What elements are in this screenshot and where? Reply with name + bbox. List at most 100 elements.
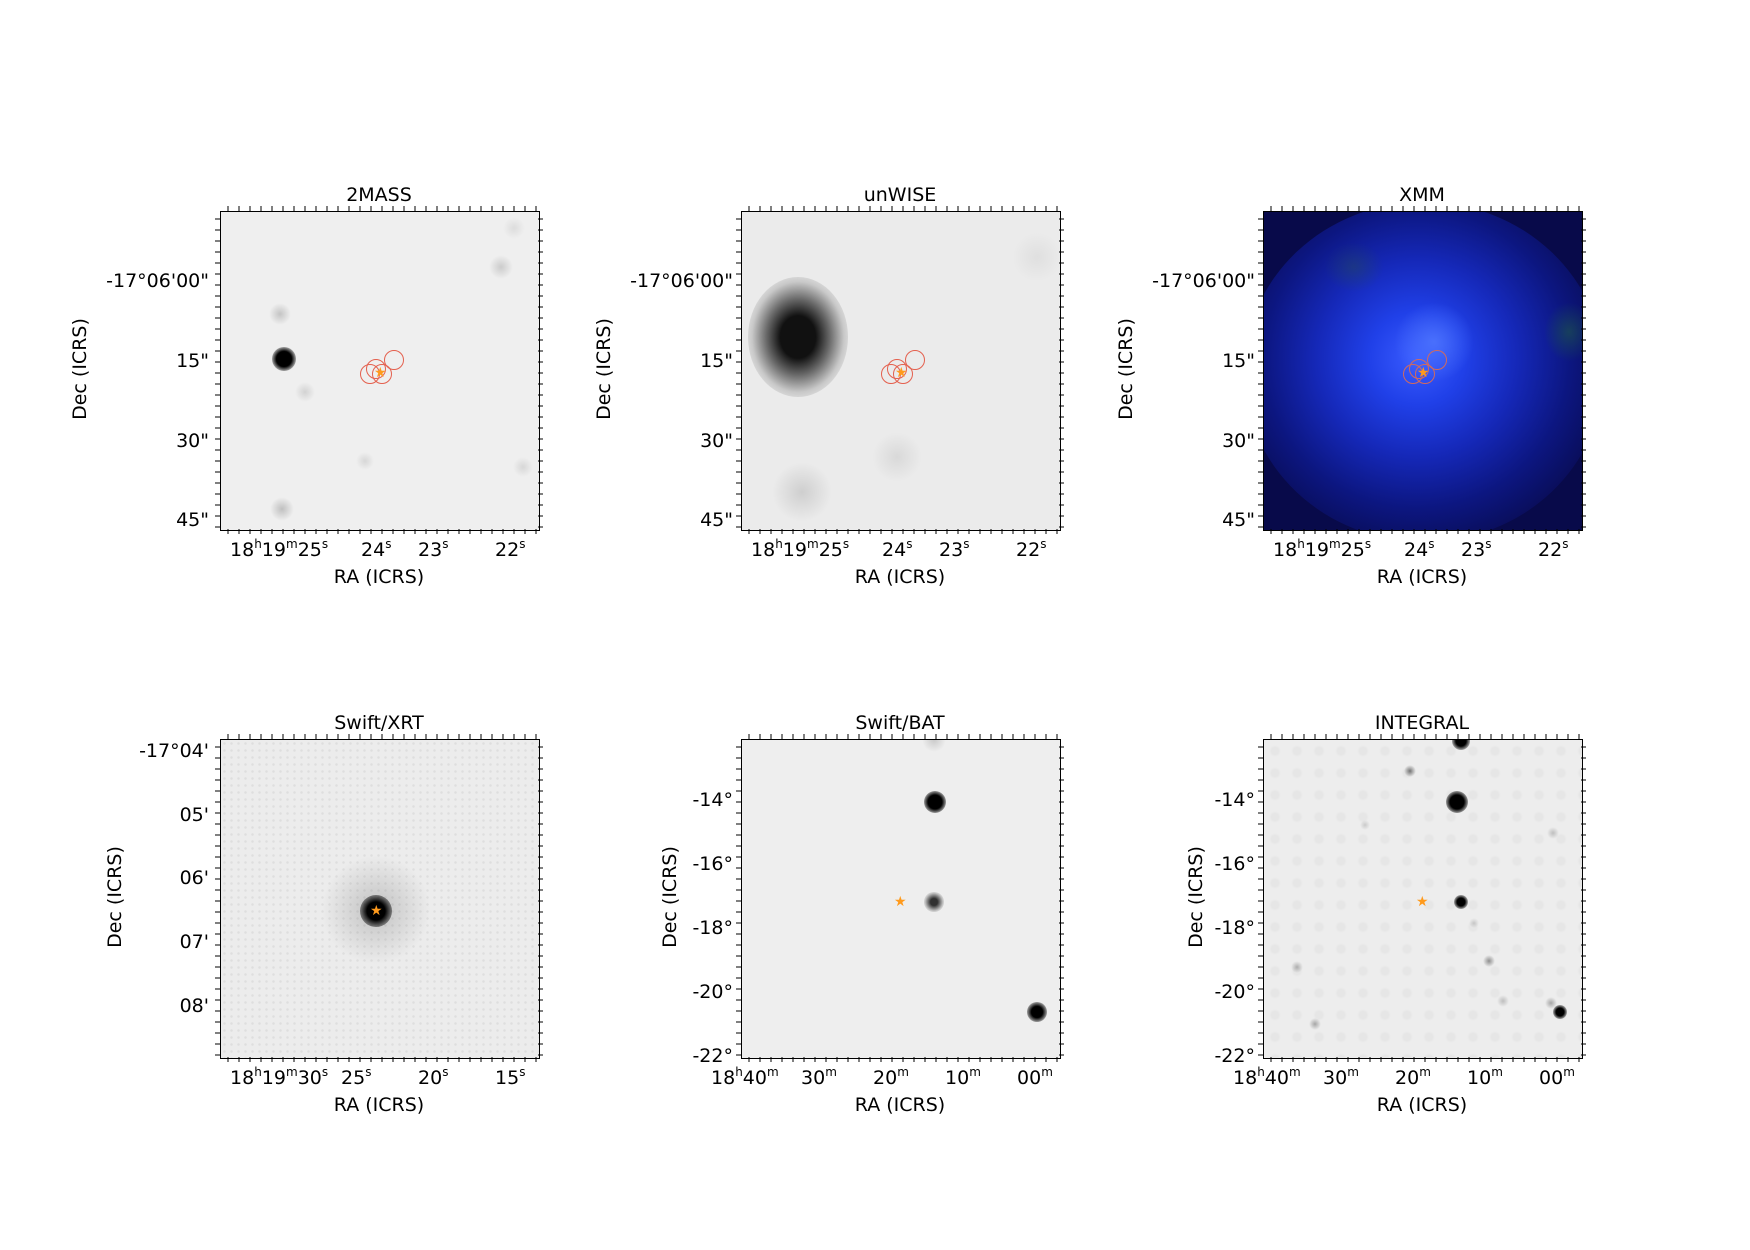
y-tick-label: 15" — [1222, 350, 1255, 372]
bright-source — [272, 347, 296, 371]
image-frame: ★ — [1263, 739, 1583, 1059]
y-tick-label: 15" — [700, 350, 733, 372]
y-tick-label: -22° — [1214, 1045, 1255, 1067]
x-axis-label: RA (ICRS) — [333, 1094, 425, 1116]
sky-image: ★ — [221, 740, 539, 1058]
position-circle — [905, 350, 925, 370]
y-axis-label: Dec (ICRS) — [104, 846, 126, 948]
source — [1553, 1005, 1567, 1019]
position-circle — [1427, 350, 1447, 370]
y-axis-label: Dec (ICRS) — [69, 318, 91, 420]
image-frame: ★ — [741, 739, 1061, 1059]
x-tick-label: 22s — [1538, 537, 1569, 561]
faint-source — [872, 432, 922, 482]
source — [1454, 895, 1468, 909]
y-tick-label: -20° — [692, 981, 733, 1003]
x-tick-label: 24s — [361, 537, 392, 561]
x-tick-label: 18h19m25s — [230, 537, 329, 561]
position-circle — [360, 364, 380, 384]
faint-source — [1012, 232, 1060, 282]
y-tick-label: 15" — [176, 350, 209, 372]
target-star-icon: ★ — [370, 903, 383, 919]
y-tick-label: -16° — [692, 853, 733, 875]
x-axis-label: RA (ICRS) — [1376, 1094, 1468, 1116]
target-star-icon: ★ — [374, 365, 387, 381]
x-tick-label: 10m — [945, 1065, 981, 1089]
x-tick-label: 30m — [801, 1065, 837, 1089]
y-tick-label: 07' — [179, 931, 209, 953]
target-star-icon: ★ — [1417, 365, 1430, 381]
faint-source — [1545, 997, 1557, 1009]
faint-source — [513, 457, 533, 477]
sky-image: ★ — [1264, 212, 1582, 530]
source — [924, 892, 944, 912]
bright-source — [924, 791, 946, 813]
y-axis-label: Dec (ICRS) — [659, 846, 681, 948]
sky-image: ★ — [742, 740, 1060, 1058]
y-tick-label: 45" — [1222, 509, 1255, 531]
x-tick-label: 23s — [939, 537, 970, 561]
y-axis-label: Dec (ICRS) — [1115, 318, 1137, 420]
y-tick-label: 05' — [179, 804, 209, 826]
panel-title: Swift/XRT — [334, 712, 424, 734]
x-tick-label: 18h19m25s — [1273, 537, 1372, 561]
y-tick-label: -17°06'00" — [106, 270, 209, 292]
source — [1452, 740, 1470, 750]
x-tick-label: 00m — [1017, 1065, 1053, 1089]
y-tick-label: -16° — [1214, 853, 1255, 875]
y-tick-label: -18° — [692, 917, 733, 939]
x-tick-label: 24s — [882, 537, 913, 561]
panel-title: INTEGRAL — [1374, 712, 1470, 734]
y-tick-label: -17°06'00" — [630, 270, 733, 292]
faint-source — [356, 452, 374, 470]
y-tick-label: -22° — [692, 1045, 733, 1067]
faint-source — [503, 217, 525, 239]
y-tick-label: 30" — [176, 430, 209, 452]
y-tick-label: 08' — [179, 995, 209, 1017]
bright-source — [360, 895, 392, 927]
panel-title: 2MASS — [346, 184, 412, 206]
x-tick-label: 23s — [418, 537, 449, 561]
faint-source — [1469, 918, 1479, 928]
x-tick-label: 20m — [1395, 1065, 1431, 1089]
x-axis-label: RA (ICRS) — [1376, 566, 1468, 588]
target-star-icon: ★ — [1416, 894, 1429, 910]
source — [1027, 1002, 1047, 1022]
panel-title: XMM — [1399, 184, 1445, 206]
faint-source — [489, 255, 513, 279]
green-patch — [1324, 242, 1384, 292]
y-tick-label: 06' — [179, 867, 209, 889]
y-tick-label: -17°06'00" — [1152, 270, 1255, 292]
bright-source — [1446, 791, 1468, 813]
position-circle — [881, 364, 901, 384]
y-tick-label: 30" — [1222, 430, 1255, 452]
faint-source — [772, 462, 832, 522]
x-tick-label: 30m — [1323, 1065, 1359, 1089]
y-tick-label: -14° — [692, 789, 733, 811]
bright-source — [748, 277, 848, 397]
x-tick-label: 22s — [1016, 537, 1047, 561]
faint-source — [295, 382, 315, 402]
panel-title: Swift/BAT — [855, 712, 945, 734]
image-frame: ★ — [1263, 211, 1583, 531]
sky-image: ★ — [1264, 740, 1582, 1058]
sky-image: ★ — [742, 212, 1060, 530]
x-tick-label: 20m — [873, 1065, 909, 1089]
faint-source — [270, 497, 294, 521]
position-circle — [1403, 364, 1423, 384]
faint-source — [1483, 955, 1495, 967]
y-tick-label: 45" — [700, 509, 733, 531]
x-tick-label: 18h19m30s — [230, 1065, 329, 1089]
faint-source — [922, 740, 946, 752]
target-star-icon: ★ — [894, 894, 907, 910]
x-tick-label: 00m — [1539, 1065, 1575, 1089]
x-tick-label: 22s — [495, 537, 526, 561]
y-tick-label: -18° — [1214, 917, 1255, 939]
y-tick-label: 45" — [176, 509, 209, 531]
green-patch — [1544, 302, 1582, 362]
y-tick-label: -17°04' — [139, 740, 209, 762]
y-tick-label: 30" — [700, 430, 733, 452]
image-frame: ★ — [220, 739, 540, 1059]
faint-source — [1291, 961, 1303, 973]
y-axis-label: Dec (ICRS) — [1185, 846, 1207, 948]
